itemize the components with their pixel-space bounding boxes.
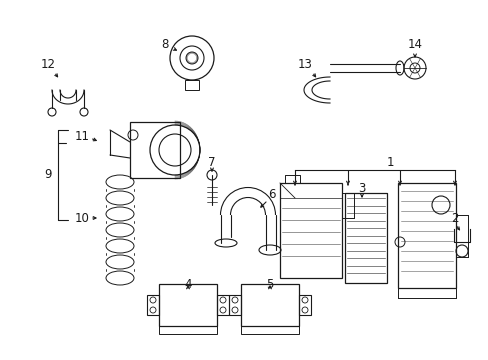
Bar <box>130 122 180 178</box>
Bar <box>159 326 217 334</box>
Text: 8: 8 <box>161 39 168 51</box>
Bar <box>397 183 455 288</box>
Bar <box>147 295 159 315</box>
Text: 13: 13 <box>297 58 312 72</box>
Text: 12: 12 <box>41 58 55 72</box>
Text: 3: 3 <box>358 181 365 194</box>
Text: 14: 14 <box>407 39 422 51</box>
Bar <box>228 295 241 315</box>
Text: 7: 7 <box>208 156 215 168</box>
Bar <box>241 326 298 334</box>
Text: 9: 9 <box>44 168 52 181</box>
Bar <box>217 295 228 315</box>
Text: 2: 2 <box>450 211 458 225</box>
Bar <box>298 295 310 315</box>
Text: 5: 5 <box>266 279 273 292</box>
Bar <box>280 183 341 278</box>
Bar <box>184 80 199 90</box>
Text: 6: 6 <box>268 189 275 202</box>
Text: 10: 10 <box>74 211 89 225</box>
Text: 1: 1 <box>386 157 393 170</box>
Bar <box>159 284 217 326</box>
Text: 11: 11 <box>74 130 89 143</box>
Bar <box>345 193 386 283</box>
Text: 4: 4 <box>184 279 191 292</box>
Bar <box>241 284 298 326</box>
